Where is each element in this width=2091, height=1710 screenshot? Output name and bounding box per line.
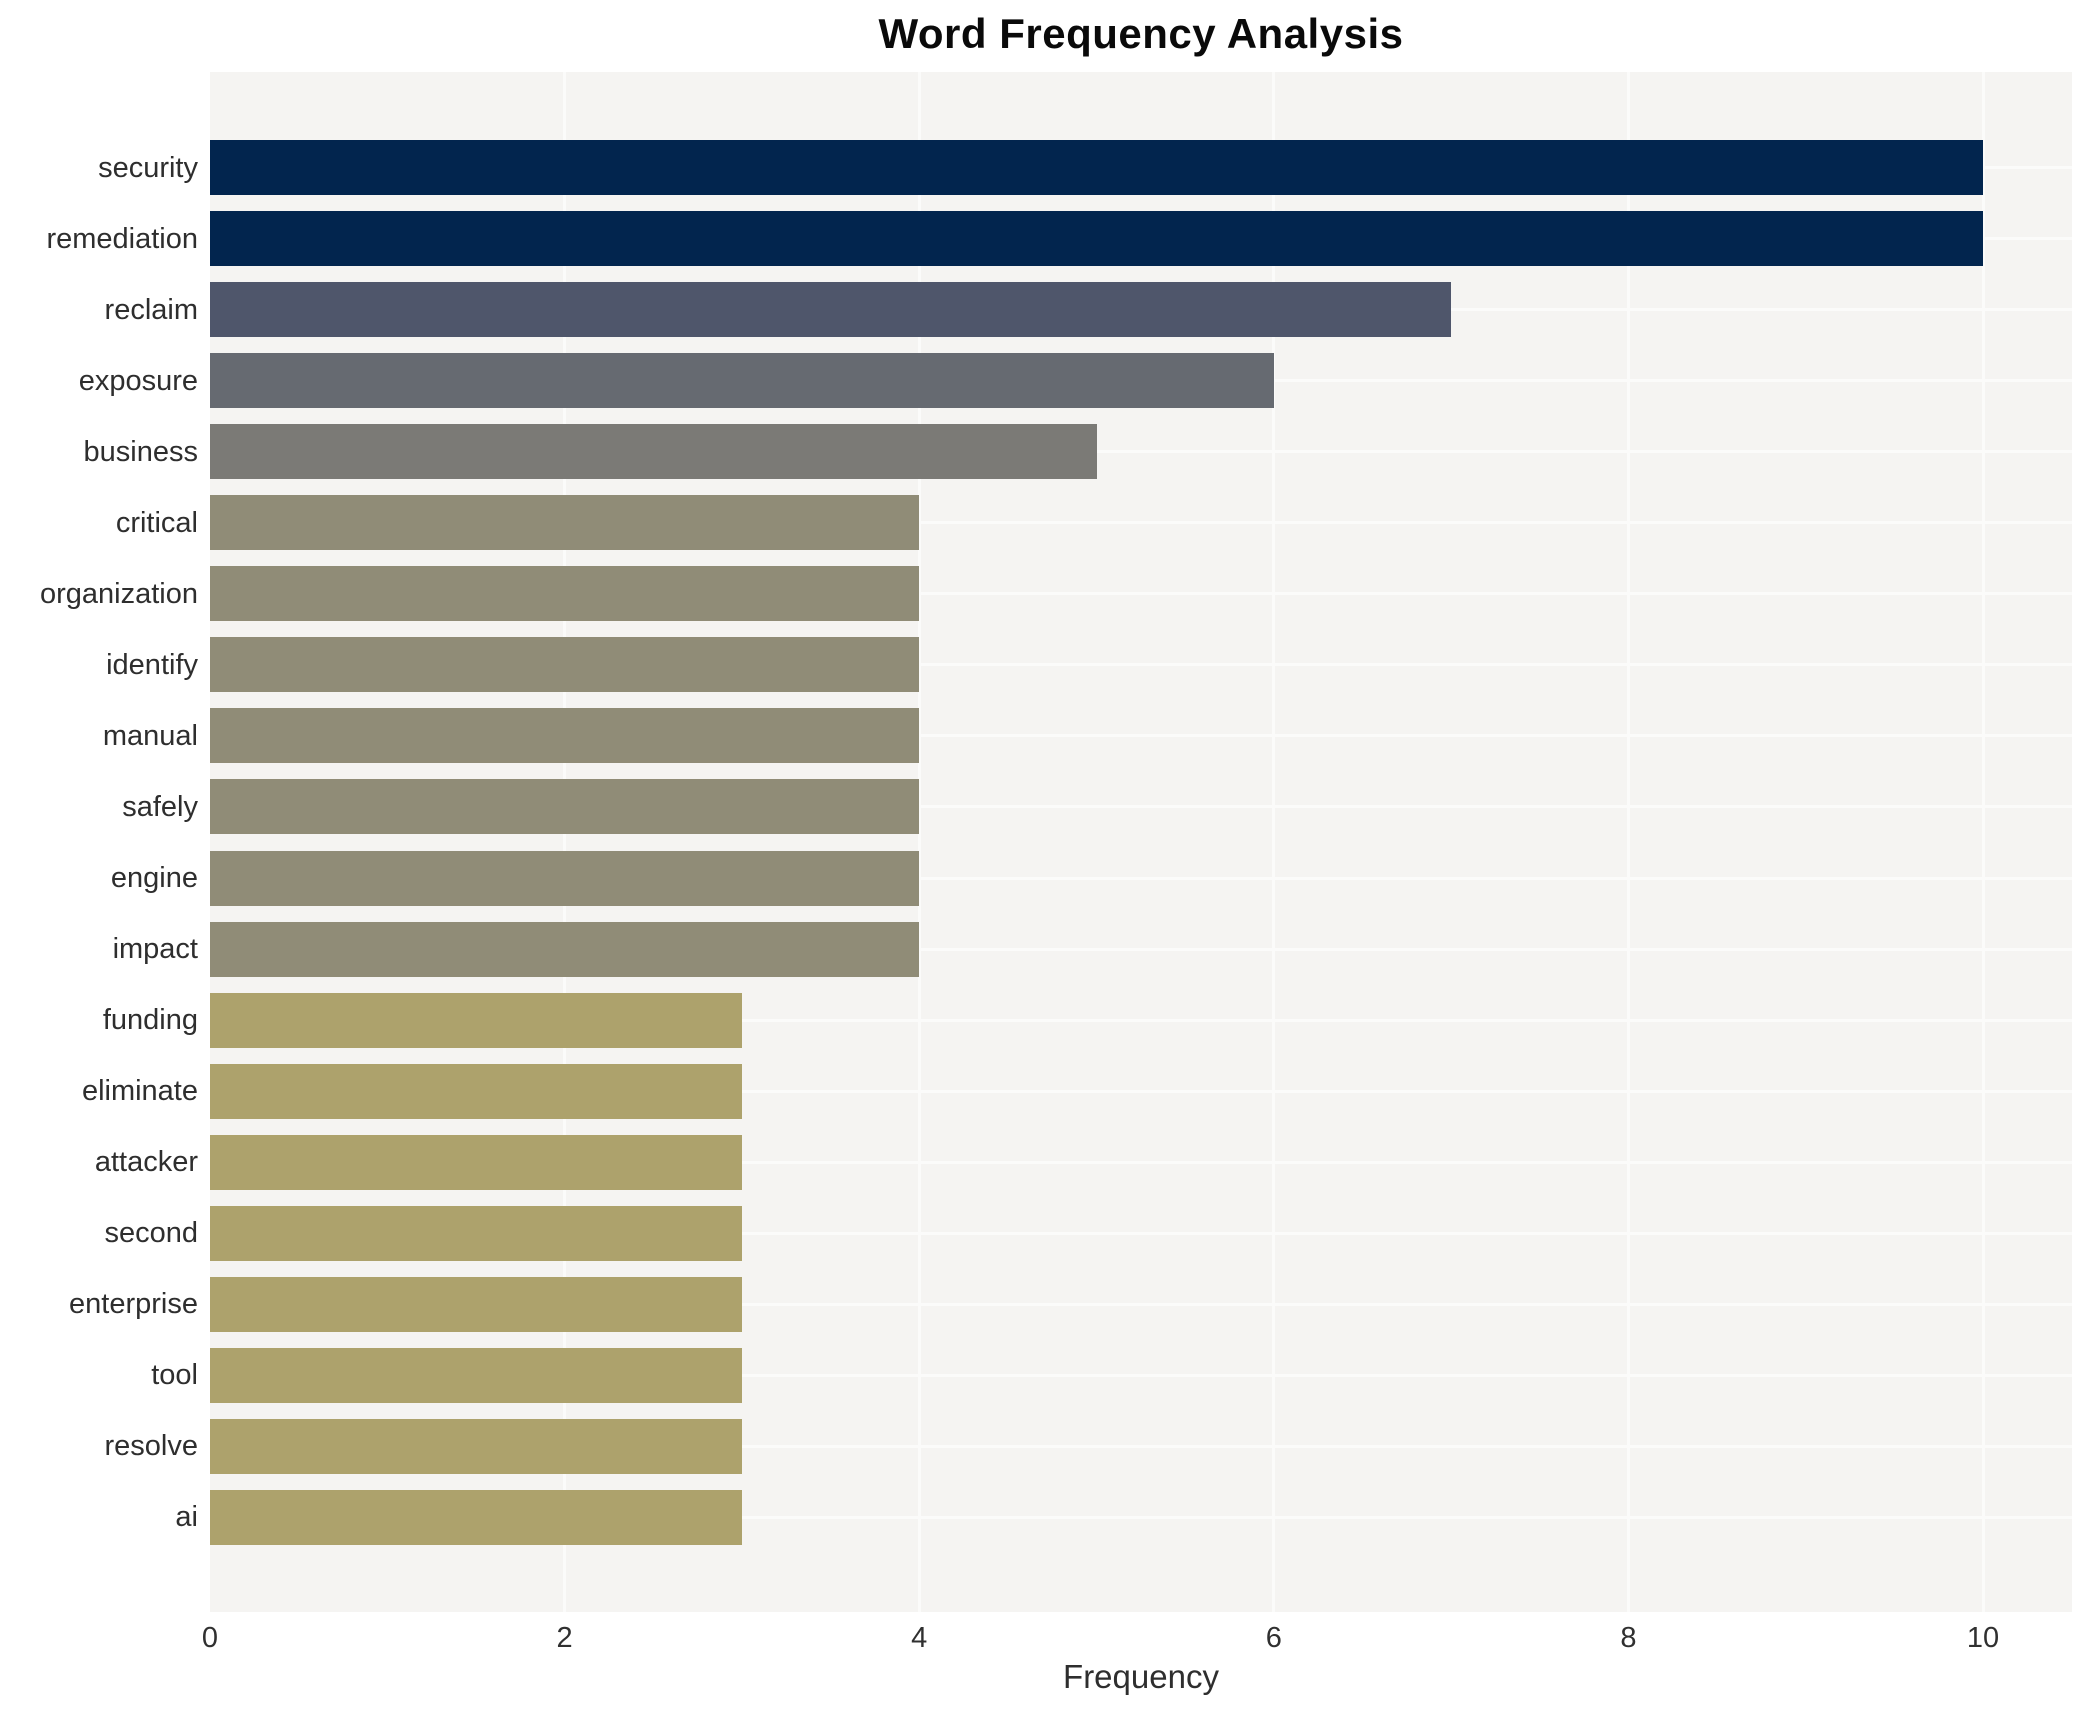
bar-remediation bbox=[210, 211, 1983, 267]
bar-resolve bbox=[210, 1418, 742, 1474]
chart-title: Word Frequency Analysis bbox=[878, 10, 1404, 57]
y-tick-label-business: business bbox=[83, 435, 198, 468]
bar-enterprise bbox=[210, 1276, 742, 1332]
x-tick-label-2: 2 bbox=[556, 1622, 573, 1654]
y-tick-label-engine: engine bbox=[110, 862, 198, 894]
y-tick-label-safely: safely bbox=[122, 790, 198, 823]
y-tick-label-resolve: resolve bbox=[104, 1430, 199, 1463]
bar-engine bbox=[210, 850, 920, 906]
y-tick-label-organization: organization bbox=[40, 577, 198, 610]
bar-critical bbox=[210, 495, 920, 551]
y-tick-label-critical: critical bbox=[115, 506, 198, 539]
y-gridline-business bbox=[210, 450, 2072, 454]
y-gridline-funding bbox=[210, 1018, 2072, 1022]
y-tick-label-enterprise: enterprise bbox=[69, 1288, 198, 1321]
x-tick-label-8: 8 bbox=[1620, 1622, 1637, 1654]
y-gridline-identify bbox=[210, 663, 2072, 667]
bar-attacker bbox=[210, 1134, 742, 1190]
x-tick-label-6: 6 bbox=[1265, 1622, 1282, 1654]
x-tick-label-0: 0 bbox=[201, 1622, 219, 1654]
y-gridline-safely bbox=[210, 805, 2072, 809]
x-axis-label: Frequency bbox=[1063, 1658, 1219, 1695]
bar-funding bbox=[210, 992, 742, 1048]
y-gridline-second bbox=[210, 1231, 2072, 1235]
y-gridline-attacker bbox=[210, 1160, 2072, 1164]
y-gridline-organization bbox=[210, 592, 2072, 596]
x-gridline-8 bbox=[1626, 72, 1630, 1612]
bar-second bbox=[210, 1205, 742, 1261]
bar-exposure bbox=[210, 353, 1274, 409]
y-tick-label-impact: impact bbox=[112, 933, 198, 966]
y-tick-label-attacker: attacker bbox=[94, 1146, 198, 1179]
y-tick-label-manual: manual bbox=[102, 719, 198, 752]
y-gridline-enterprise bbox=[210, 1302, 2072, 1306]
y-tick-label-funding: funding bbox=[102, 1004, 198, 1037]
y-tick-label-reclaim: reclaim bbox=[104, 293, 198, 326]
y-tick-label-tool: tool bbox=[151, 1359, 198, 1392]
plot-area bbox=[210, 72, 2072, 1612]
x-gridline-2 bbox=[563, 72, 567, 1612]
x-gridline-10 bbox=[1981, 72, 1985, 1612]
x-tick-label-4: 4 bbox=[911, 1622, 928, 1654]
x-gridline-6 bbox=[1272, 72, 1276, 1612]
y-tick-label-security: security bbox=[98, 151, 198, 184]
y-tick-label-exposure: exposure bbox=[78, 364, 198, 397]
x-gridline-4 bbox=[917, 72, 921, 1612]
y-tick-label-eliminate: eliminate bbox=[81, 1075, 198, 1108]
y-gridline-eliminate bbox=[210, 1089, 2072, 1093]
bar-manual bbox=[210, 708, 920, 764]
y-tick-label-remediation: remediation bbox=[46, 222, 198, 255]
bar-organization bbox=[210, 566, 920, 622]
bar-ai bbox=[210, 1489, 742, 1545]
y-gridline-ai bbox=[210, 1515, 2072, 1519]
bar-identify bbox=[210, 637, 920, 693]
bar-impact bbox=[210, 921, 920, 977]
bar-tool bbox=[210, 1347, 742, 1403]
y-gridline-manual bbox=[210, 734, 2072, 738]
bar-safely bbox=[210, 779, 920, 835]
bar-eliminate bbox=[210, 1063, 742, 1119]
y-gridline-engine bbox=[210, 876, 2072, 880]
y-tick-label-ai: ai bbox=[175, 1501, 198, 1534]
y-gridline-resolve bbox=[210, 1444, 2072, 1448]
bar-business bbox=[210, 424, 1097, 480]
bar-reclaim bbox=[210, 282, 1452, 338]
y-gridline-tool bbox=[210, 1373, 2072, 1377]
y-tick-label-second: second bbox=[104, 1217, 198, 1250]
bar-security bbox=[210, 140, 1983, 195]
y-tick-label-identify: identify bbox=[106, 648, 198, 681]
x-tick-label-10: 10 bbox=[1966, 1622, 2000, 1654]
y-gridline-critical bbox=[210, 521, 2072, 525]
y-gridline-impact bbox=[210, 947, 2072, 951]
